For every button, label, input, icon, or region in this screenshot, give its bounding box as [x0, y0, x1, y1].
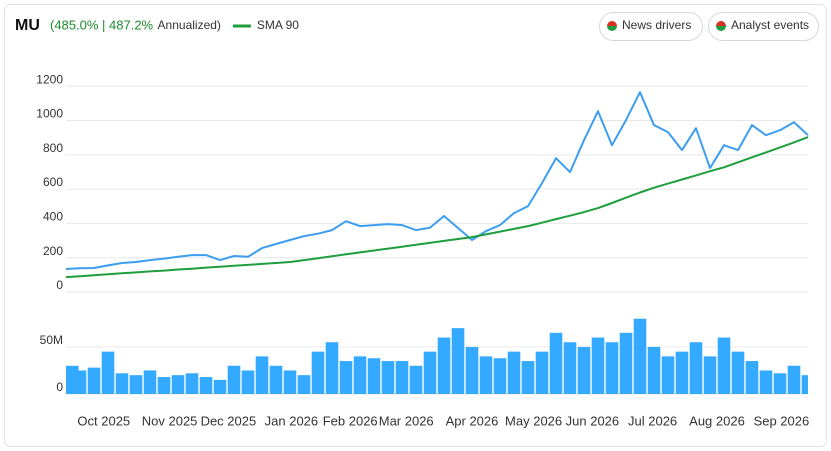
- x-tick-label: Nov 2025: [142, 413, 198, 428]
- volume-bar: [213, 379, 227, 394]
- y-tick-label: 0: [56, 380, 63, 394]
- y-tick-label: 200: [43, 244, 63, 258]
- volume-bar: [605, 342, 619, 394]
- volume-bar: [619, 332, 633, 394]
- volume-bar: [381, 361, 395, 394]
- volume-bar: [801, 375, 808, 394]
- x-tick-label: Sep 2026: [754, 413, 810, 428]
- volume-bar: [703, 356, 717, 394]
- volume-bar: [171, 375, 185, 394]
- button-body[interactable]: [708, 12, 819, 41]
- y-tick-label: 600: [43, 175, 63, 189]
- volume-bar: [591, 337, 605, 394]
- y-tick-label: 0: [56, 278, 63, 292]
- volume-bar: [129, 375, 143, 394]
- x-tick-label: Oct 2025: [77, 413, 130, 428]
- performance-note: Annualized): [158, 18, 221, 32]
- x-tick-label: May 2026: [505, 413, 562, 428]
- volume-bar: [409, 365, 423, 394]
- button-label[interactable]: News drivers: [622, 18, 691, 32]
- volume-bar: [143, 370, 157, 394]
- volume-bar: [535, 351, 549, 394]
- volume-bar: [157, 377, 171, 394]
- volume-bar: [647, 346, 661, 394]
- y-tick-label: 400: [43, 210, 63, 224]
- volume-bar: [773, 373, 787, 394]
- volume-bar: [479, 356, 493, 394]
- button[interactable]: Analyst events: [708, 12, 819, 41]
- volume-bar: [661, 356, 675, 394]
- volume-bar: [241, 370, 255, 394]
- y-tick-label: 800: [43, 141, 63, 155]
- y-tick-label: 50M: [40, 333, 63, 347]
- x-tick-label: Jul 2026: [628, 413, 677, 428]
- y-tick-label: 1000: [36, 107, 63, 121]
- icon: [607, 26, 617, 31]
- volume-bar: [185, 373, 199, 394]
- volume-bar: [451, 328, 465, 394]
- volume-bar: [311, 351, 325, 394]
- volume-bar: [73, 370, 87, 394]
- volume-bar: [675, 351, 689, 394]
- volume-bar: [465, 346, 479, 394]
- volume-bar: [549, 332, 563, 394]
- volume-bar: [353, 356, 367, 394]
- volume-bar: [689, 342, 703, 394]
- x-tick-label: Jan 2026: [265, 413, 319, 428]
- series-line: [65, 136, 809, 279]
- volume-bar: [227, 365, 241, 394]
- volume-bar: [423, 351, 437, 394]
- volume-bar: [339, 361, 353, 394]
- volume-bar: [745, 361, 759, 394]
- volume-bar: [493, 358, 507, 394]
- volume-bar: [87, 367, 101, 394]
- legend-label: SMA 90: [257, 18, 299, 32]
- volume-bar: [297, 375, 311, 394]
- icon: [716, 21, 726, 26]
- x-tick-label: Jun 2026: [566, 413, 620, 428]
- volume-bar: [437, 337, 451, 394]
- x-tick-label: Mar 2026: [379, 413, 434, 428]
- x-tick-label: Dec 2025: [201, 413, 257, 428]
- volume-bar: [269, 365, 283, 394]
- volume-bar: [395, 361, 409, 394]
- volume-bar: [521, 361, 535, 394]
- volume-bar: [759, 370, 773, 394]
- volume-bar: [577, 346, 591, 394]
- icon: [607, 21, 617, 26]
- volume-bar: [717, 337, 731, 394]
- volume-bar: [199, 377, 213, 394]
- volume-bar: [787, 365, 801, 394]
- button-body[interactable]: [599, 12, 703, 41]
- volume-bar: [283, 370, 297, 394]
- button-label[interactable]: Analyst events: [731, 18, 809, 32]
- icon: [716, 26, 726, 31]
- volume-bar: [115, 373, 129, 394]
- x-tick-label: Feb 2026: [323, 413, 378, 428]
- volume-bar: [101, 351, 115, 394]
- x-tick-label: Aug 2026: [689, 413, 745, 428]
- volume-bar: [325, 342, 339, 394]
- volume-bar: [563, 342, 577, 394]
- volume-bar: [731, 351, 745, 394]
- volume-bar: [633, 318, 647, 394]
- volume-bar: [255, 356, 269, 394]
- volume-bar: [507, 351, 521, 394]
- series-line: [65, 91, 809, 270]
- performance: (485.0% | 487.2%: [50, 17, 154, 32]
- y-tick-label: 1200: [36, 72, 63, 86]
- volume-bar: [367, 358, 381, 394]
- ticker: MU: [15, 17, 40, 34]
- button[interactable]: News drivers: [599, 12, 703, 41]
- x-tick-label: Apr 2026: [446, 413, 499, 428]
